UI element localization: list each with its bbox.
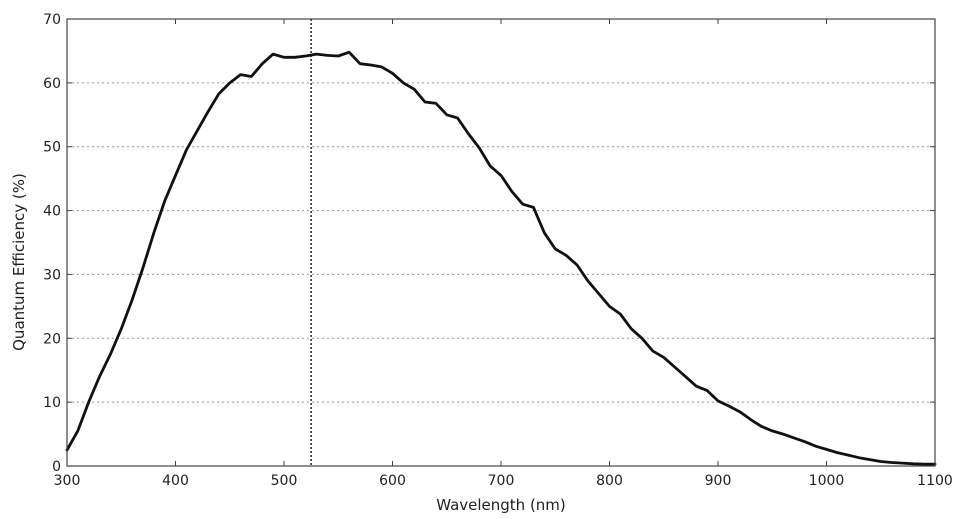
x-tick-label: 400 [162,473,189,489]
x-tick-label: 600 [379,473,406,489]
y-tick-label: 40 [43,204,61,220]
plot-frame [66,18,936,467]
y-tick-label: 70 [43,12,61,28]
series-line [65,50,937,466]
x-tick-label: 700 [488,473,515,489]
axes-layer: 300 400 500 600 700 800 900 1000 1100 0 10 20 30 40 50… [43,12,953,489]
x-tick-label: 800 [596,473,623,489]
series-layer [65,50,937,466]
y-tick-label: 0 [52,459,61,475]
y-tick-label: 10 [43,395,61,411]
y-tick-label: 50 [43,140,61,156]
x-axis-label: Wavelength (nm) [436,496,566,514]
x-tick-label: 1100 [917,473,953,489]
y-tick-label: 30 [43,267,61,283]
x-tick-label: 1000 [809,473,845,489]
x-tick-label: 300 [54,473,81,489]
y-axis-label: Quantum Efficiency (%) [10,173,28,351]
x-tick-label: 500 [271,473,298,489]
y-tick-label: 60 [43,76,61,92]
x-tick-label: 900 [705,473,732,489]
y-tick-label: 20 [43,331,61,347]
grid-layer [67,19,935,466]
